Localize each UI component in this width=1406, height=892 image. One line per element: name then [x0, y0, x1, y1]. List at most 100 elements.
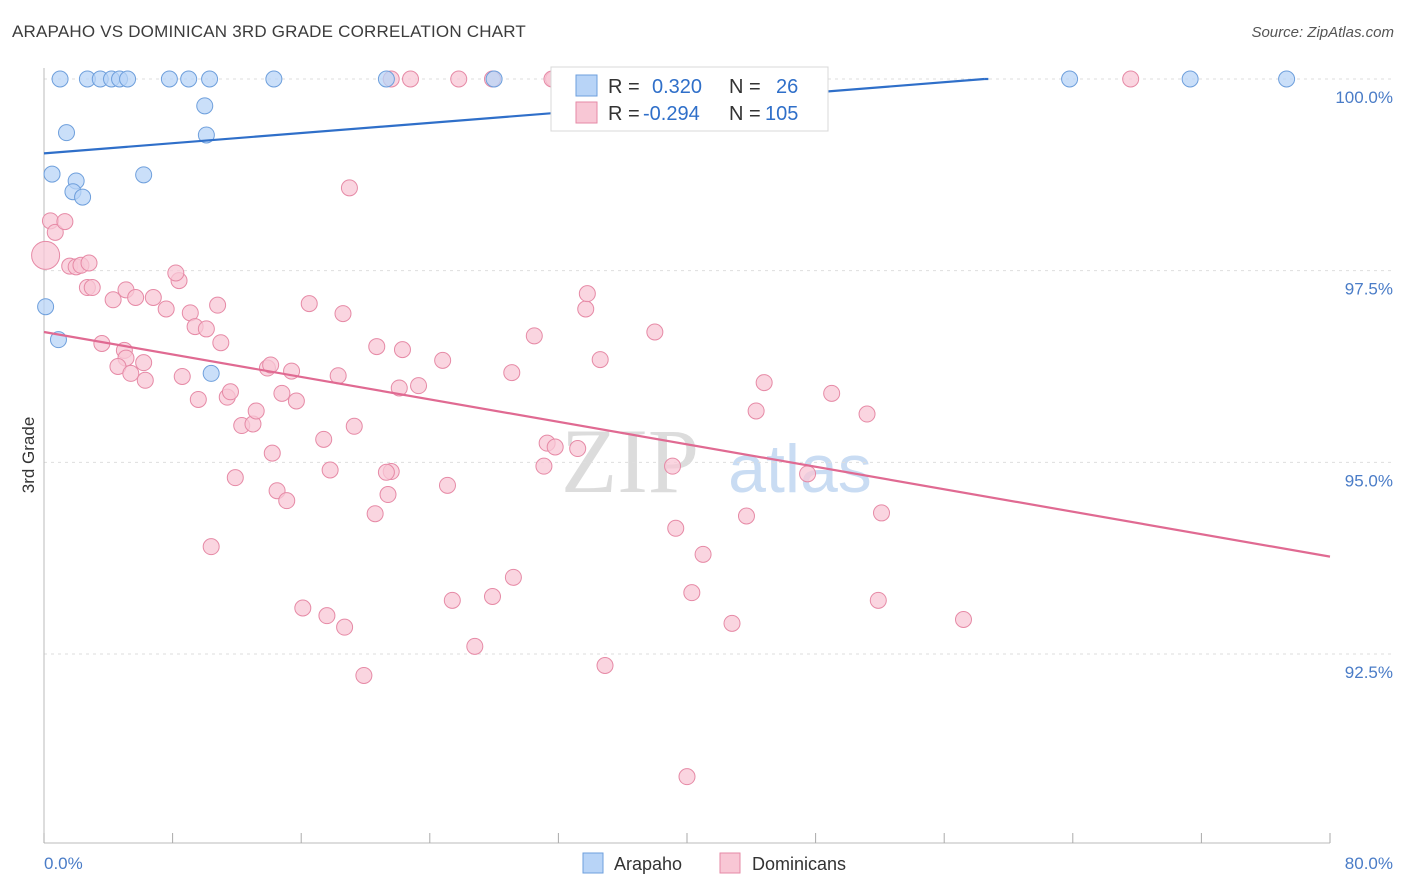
dominican-point [366, 505, 384, 523]
dominican-point [368, 338, 386, 356]
arapaho-point [265, 70, 283, 88]
arapaho-point [37, 298, 55, 316]
arapaho-point [196, 97, 214, 115]
arapaho-point [43, 165, 61, 183]
dominican-point [334, 305, 352, 323]
dominican-point [577, 300, 595, 318]
dominican-point [247, 402, 265, 420]
legend-swatch-arapaho [575, 74, 598, 97]
dominican-point [678, 768, 696, 786]
dominican-point [209, 296, 227, 314]
dominican-point [355, 666, 373, 684]
dominican-point [466, 637, 484, 655]
arapaho-points [37, 70, 1296, 382]
arapaho-point [202, 364, 220, 382]
dominican-point [202, 538, 220, 556]
dominican-point [221, 383, 239, 401]
stats-legend: R = 0.320 N = 26 R = -0.294 N = 105 [550, 66, 829, 132]
legend-n-value-dominicans: 105 [765, 103, 798, 125]
dominican-point [450, 70, 468, 88]
dominican-point [321, 461, 339, 479]
dominican-point [377, 463, 395, 481]
legend-n-label-arapaho: N = [729, 76, 761, 98]
source-label: Source: ZipAtlas.com [1251, 24, 1394, 41]
watermark-atlas: atlas [728, 431, 872, 507]
dominican-point [80, 254, 98, 272]
dominican-point [144, 289, 162, 306]
dominican-point [443, 591, 461, 609]
dominican-point [157, 300, 175, 318]
dominican-point [315, 430, 333, 448]
dominican-point [273, 384, 291, 402]
y-tick-label: 92.5% [1345, 663, 1393, 682]
legend-r-label-dominicans: R = [608, 103, 640, 125]
dominican-point [747, 402, 765, 420]
dominican-point [287, 392, 305, 410]
x-ticks [43, 833, 1331, 843]
legend-r-value-dominicans: -0.294 [643, 103, 700, 125]
dominican-point [189, 390, 207, 408]
legend-n-label-dominicans: N = [729, 103, 761, 125]
dominican-point [683, 584, 701, 602]
series-legend-swatch-arapaho [582, 852, 604, 874]
dominicans-points [31, 70, 1140, 786]
dominican-point [438, 476, 456, 494]
arapaho-point [201, 70, 219, 88]
dominican-point [56, 213, 74, 231]
dominican-point [390, 379, 408, 397]
arapaho-point [377, 70, 395, 88]
series-legend-swatch-dominicans [719, 852, 741, 874]
dominican-point [1122, 70, 1140, 88]
dominican-point [535, 457, 553, 475]
dominican-point [546, 438, 564, 456]
dominican-point [410, 377, 428, 395]
dominican-point [167, 264, 185, 282]
series-legend-label-dominicans: Dominicans [752, 854, 846, 874]
arapaho-point [135, 166, 153, 184]
dominican-point [569, 440, 587, 458]
dominican-point [525, 327, 543, 345]
legend-n-value-arapaho: 26 [776, 76, 798, 98]
dominican-point [340, 179, 358, 197]
arapaho-point [51, 70, 69, 88]
dominican-point [83, 279, 101, 297]
dominican-point [723, 614, 741, 632]
dominican-point [664, 457, 682, 475]
y-tick-label: 97.5% [1345, 280, 1393, 299]
dominican-point [504, 568, 522, 586]
dominican-point [873, 504, 891, 522]
arapaho-trend-line [43, 77, 985, 155]
y-tick-labels: 92.5% 95.0% 97.5% 100.0% [1335, 88, 1393, 682]
dominican-point [122, 364, 140, 382]
dominican-point [135, 354, 153, 372]
arapaho-point [58, 124, 76, 142]
y-tick-label: 95.0% [1345, 471, 1393, 490]
arapaho-point [485, 70, 503, 88]
dominican-point [263, 444, 281, 462]
arapaho-point [197, 126, 215, 144]
dominican-point [318, 607, 336, 625]
arapaho-point [1278, 70, 1296, 88]
dominican-point [31, 240, 61, 270]
dominican-point [136, 371, 154, 389]
dominican-point [646, 323, 664, 341]
dominican-point [336, 618, 354, 636]
arapaho-point [1061, 70, 1079, 88]
y-axis-label: 3rd Grade [19, 417, 38, 494]
dominican-point [823, 384, 841, 402]
legend-r-value-arapaho: 0.320 [652, 76, 702, 98]
dominican-point [503, 364, 521, 382]
dominican-point [858, 405, 876, 423]
x-tick-label-max: 80.0% [1345, 854, 1393, 873]
dominican-point [127, 289, 145, 306]
dominican-point [694, 545, 712, 563]
dominican-point [173, 367, 191, 385]
dominican-point [869, 591, 887, 609]
dominican-point [212, 334, 230, 352]
dominican-point [596, 657, 614, 674]
dominican-trend-line [43, 330, 1331, 558]
dominican-point [379, 486, 397, 504]
dominican-point [226, 469, 244, 487]
dominican-point [578, 285, 596, 303]
